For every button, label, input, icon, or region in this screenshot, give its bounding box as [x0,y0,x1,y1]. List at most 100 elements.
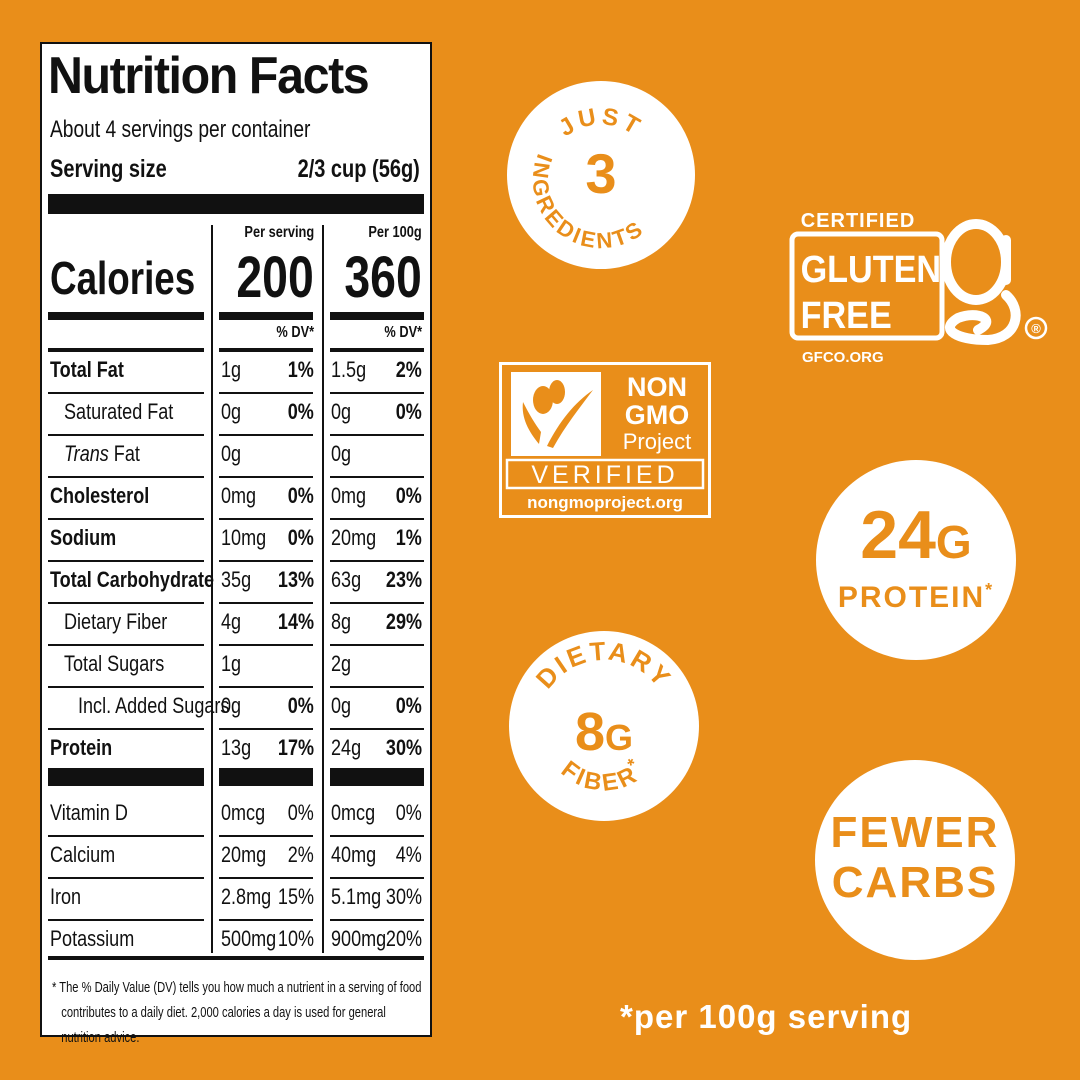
row-divider [330,392,424,394]
dv-per-serving: 1% [287,357,314,382]
dv-per-serving: 2% [287,842,314,867]
row-divider [330,476,424,478]
nutrient-name: Sodium [50,525,116,551]
nutrient-rows: Total Fat 1g 1% 1.5g 2% Saturated Fat 0g 0% 0g 0%… [42,44,430,1035]
amount-per-100g: 1.5g [331,357,367,382]
row-divider [330,877,424,879]
amount-per-serving: 1g [221,651,242,676]
butterfly-icon [522,380,593,448]
vitamin-divider [48,768,204,786]
row-divider [219,434,313,436]
nutrient-name-text: Iron [50,884,82,909]
row-divider [48,602,204,604]
dv-per-serving: 15% [277,884,314,909]
row-divider [330,434,424,436]
gfco-g-icon [941,219,1021,346]
protein-label: PROTEIN* [816,580,1016,615]
amount-per-serving: 1g [221,357,242,382]
row-divider [48,686,204,688]
protein-badge: 24G PROTEIN* [816,460,1016,660]
amount-per-100g: 0g [331,441,352,466]
row-divider [219,392,313,394]
nongmo-url: nongmoproject.org [527,493,683,512]
dv-divider [219,348,313,352]
free-text: FREE [801,293,892,336]
calories-divider [48,312,204,320]
row-divider [330,560,424,562]
amount-per-100g: 63g [331,567,362,592]
row-divider [48,476,204,478]
footnote-line: contributes to a daily diet. 2,000 calor… [61,1005,386,1046]
amount-per-100g: 0g [331,693,352,718]
nutrient-name: Incl. Added Sugars [78,693,229,719]
gluten-text: GLUTEN [801,247,942,290]
nutrient-name-text: Calcium [50,842,116,867]
verified-text: VERIFIED [531,461,678,489]
row-divider [330,602,424,604]
row-divider [48,518,204,520]
amount-per-serving: 0g [221,441,242,466]
amount-per-serving: 4g [221,609,242,634]
nutrient-name: Cholesterol [50,483,149,509]
amount-per-100g: 0g [331,399,352,424]
nutrient-name-text: Total Fat [50,357,124,382]
dv-per-100g: 0% [395,483,422,508]
dv-per-100g: 23% [385,567,422,592]
row-divider [219,518,313,520]
amount-per-100g: 40mg [331,842,377,867]
nutrient-name-text: Potassium [50,926,135,951]
fiber-amount: 8G [575,702,633,762]
row-divider [48,560,204,562]
vitamin-divider [219,768,313,786]
nutrient-name-text: Total Sugars [64,651,165,676]
dv-per-serving: 0% [287,525,314,550]
nutrient-name: Iron [50,884,81,910]
row-divider [330,919,424,921]
per-100g-header: Per 100g [368,224,422,241]
nutrient-name-text: Cholesterol [50,483,150,508]
dv-per-100g: 29% [385,609,422,634]
dv-divider [48,348,204,352]
column-divider [211,225,213,953]
thick-divider [48,194,424,214]
dv-per-serving: 0% [287,483,314,508]
amount-per-100g: 20mg [331,525,377,550]
dv-per-serving: 10% [277,926,314,951]
footnote-line: * The % Daily Value (DV) tells you how m… [52,980,422,996]
calories-divider [219,312,313,320]
calories-label: Calories [50,252,196,304]
carbs-text: CARBS [831,858,999,907]
nutrition-title: Nutrition Facts [48,47,370,105]
dv-header: % DV* [384,324,422,341]
row-divider [219,644,313,646]
non-text: NON [627,372,687,402]
just-3-ingredients-badge: JUST 3 INGREDIENTS [507,81,695,269]
gmo-text: GMO [625,400,690,430]
calories-per-serving: 200 [236,245,314,310]
row-divider [330,518,424,520]
per-serving-header: Per serving [244,224,314,241]
calories-divider [330,312,424,320]
dv-per-100g: 20% [385,926,422,951]
amount-per-100g: 900mg [331,926,387,951]
serving-size-value: 2/3 cup (56g) [297,155,420,183]
dv-per-100g: 30% [385,735,422,760]
nutrient-name: Potassium [50,926,134,952]
row-divider [48,392,204,394]
row-divider [48,835,204,837]
row-divider [330,728,424,730]
protein-unit: G [935,516,972,568]
nutrient-name: Dietary Fiber [64,609,167,635]
fewer-text: FEWER [830,808,1000,857]
dv-footnote: * The % Daily Value (DV) tells you how m… [52,976,422,1051]
dv-per-100g: 1% [395,525,422,550]
row-divider [219,560,313,562]
per-100g-note: *per 100g serving [620,998,913,1035]
protein-label-text: PROTEIN [837,581,986,614]
amount-per-serving: 2.8mg [221,884,272,909]
dv-divider [330,348,424,352]
amount-per-100g: 8g [331,609,352,634]
certified-text: CERTIFIED [801,210,916,232]
dv-per-100g: 30% [385,884,422,909]
row-divider [219,686,313,688]
